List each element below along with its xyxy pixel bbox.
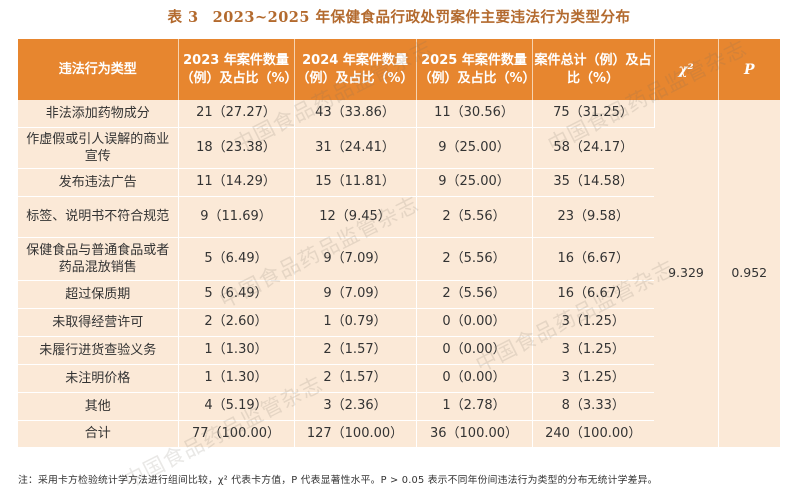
- count-2023-cell: 1（1.30）: [178, 364, 295, 393]
- count-2024-cell: 12（9.45）: [294, 196, 417, 238]
- p-value: 0.952: [718, 100, 780, 448]
- table-row: 未注明价格 1（1.30） 2（1.57） 0（0.00） 3（1.25）: [18, 364, 780, 393]
- chi-square-value: 9.329: [654, 100, 719, 448]
- count-2025-cell: 36（100.00）: [416, 420, 533, 448]
- count-2024-cell: 2（1.57）: [294, 336, 417, 365]
- count-2024-cell: 31（24.41）: [294, 127, 417, 169]
- count-2024-cell: 9（7.09）: [294, 280, 417, 309]
- count-2024-cell: 3（2.36）: [294, 392, 417, 421]
- count-2023-cell: 77（100.00）: [178, 420, 295, 448]
- table-row: 合计 77（100.00） 127（100.00） 36（100.00） 240…: [18, 420, 780, 448]
- count-2025-cell: 0（0.00）: [416, 308, 533, 337]
- count-2023-cell: 21（27.27）: [178, 100, 295, 128]
- header-row: 违法行为类型 2023 年案件数量（例）及占比（%） 2024 年案件数量（例）…: [18, 39, 780, 100]
- violation-type-cell: 未履行进货查验义务: [18, 336, 179, 365]
- violation-type-table: 违法行为类型 2023 年案件数量（例）及占比（%） 2024 年案件数量（例）…: [18, 39, 780, 448]
- count-total-cell: 75（31.25）: [532, 100, 655, 128]
- count-2023-cell: 9（11.69）: [178, 196, 295, 238]
- count-total-cell: 3（1.25）: [532, 364, 654, 393]
- violation-type-cell: 未注明价格: [18, 364, 179, 393]
- table-row: 非法添加药物成分 21（27.27） 43（33.86） 11（30.56） 7…: [18, 100, 780, 448]
- table-row: 发布违法广告 11（14.29） 15（11.81） 9（25.00） 35（1…: [18, 168, 780, 197]
- table-note: 注：采用卡方检验统计学方法进行组间比较，χ² 代表卡方值，P 代表显著性水平。P…: [18, 475, 658, 486]
- table-row: 作虚假或引人误解的商业宣传 18（23.38） 31（24.41） 9（25.0…: [18, 127, 780, 169]
- violation-type-cell: 发布违法广告: [18, 168, 179, 197]
- count-2023-cell: 5（6.49）: [178, 280, 295, 309]
- count-2025-cell: 9（25.00）: [416, 127, 533, 169]
- count-2023-cell: 2（2.60）: [178, 308, 295, 337]
- count-2025-cell: 2（5.56）: [416, 196, 533, 238]
- count-2025-cell: 1（2.78）: [416, 392, 533, 421]
- count-2023-cell: 5（6.49）: [178, 237, 295, 281]
- header-2024: 2024 年案件数量（例）及占比（%）: [294, 39, 417, 100]
- violation-type-cell: 作虚假或引人误解的商业宣传: [18, 127, 179, 169]
- violation-type-cell: 其他: [18, 392, 179, 421]
- count-total-cell: 3（1.25）: [532, 308, 654, 337]
- violation-type-cell: 保健食品与普通食品或者药品混放销售: [18, 237, 179, 281]
- table-title-text: 2023~2025 年保健食品行政处罚案件主要违法行为类型分布: [212, 9, 631, 26]
- count-2024-cell: 1（0.79）: [294, 308, 417, 337]
- count-total-cell: 3（1.25）: [532, 336, 654, 365]
- count-2025-cell: 0（0.00）: [416, 336, 533, 365]
- count-2024-cell: 2（1.57）: [294, 364, 417, 393]
- violation-type-cell: 非法添加药物成分: [18, 100, 179, 128]
- table-row: 标签、说明书不符合规范 9（11.69） 12（9.45） 2（5.56） 23…: [18, 196, 780, 238]
- count-2023-cell: 4（5.19）: [178, 392, 295, 421]
- count-total-cell: 8（3.33）: [532, 392, 654, 421]
- violation-type-cell: 未取得经营许可: [18, 308, 179, 337]
- table-row: 超过保质期 5（6.49） 9（7.09） 2（5.56） 16（6.67）: [18, 280, 780, 309]
- count-2024-cell: 15（11.81）: [294, 168, 417, 197]
- table-row: 保健食品与普通食品或者药品混放销售 5（6.49） 9（7.09） 2（5.56…: [18, 237, 780, 281]
- count-total-cell: 16（6.67）: [532, 280, 654, 309]
- count-2023-cell: 18（23.38）: [178, 127, 295, 169]
- table-number: 表 3: [167, 9, 199, 26]
- count-2023-cell: 11（14.29）: [178, 168, 295, 197]
- count-total-cell: 16（6.67）: [532, 237, 654, 281]
- count-2025-cell: 9（25.00）: [416, 168, 533, 197]
- count-2023-cell: 1（1.30）: [178, 336, 295, 365]
- count-total-cell: 240（100.00）: [532, 420, 654, 448]
- count-total-cell: 58（24.17）: [532, 127, 654, 169]
- table-row: 未履行进货查验义务 1（1.30） 2（1.57） 0（0.00） 3（1.25…: [18, 336, 780, 365]
- header-chi-square: χ²: [654, 39, 719, 100]
- count-2025-cell: 2（5.56）: [416, 237, 533, 281]
- table-row: 其他 4（5.19） 3（2.36） 1（2.78） 8（3.33）: [18, 392, 780, 421]
- count-2024-cell: 43（33.86）: [294, 100, 417, 128]
- count-2024-cell: 127（100.00）: [294, 420, 417, 448]
- violation-type-cell: 超过保质期: [18, 280, 179, 309]
- count-total-cell: 35（14.58）: [532, 168, 654, 197]
- violation-type-cell: 合计: [18, 420, 179, 448]
- header-p-value: P: [718, 39, 780, 100]
- count-2025-cell: 11（30.56）: [416, 100, 533, 128]
- header-2023: 2023 年案件数量（例）及占比（%）: [178, 39, 298, 100]
- count-2024-cell: 9（7.09）: [294, 237, 417, 281]
- count-2025-cell: 2（5.56）: [416, 280, 533, 309]
- count-total-cell: 23（9.58）: [532, 196, 654, 238]
- table-title: 表 3 2023~2025 年保健食品行政处罚案件主要违法行为类型分布: [0, 6, 798, 27]
- header-2025: 2025 年案件数量（例）及占比（%）: [416, 39, 536, 100]
- header-violation-type: 违法行为类型: [18, 39, 179, 100]
- table-row: 未取得经营许可 2（2.60） 1（0.79） 0（0.00） 3（1.25）: [18, 308, 780, 337]
- count-2025-cell: 0（0.00）: [416, 364, 533, 393]
- header-total: 案件总计（例）及占比（%）: [532, 39, 655, 100]
- violation-type-cell: 标签、说明书不符合规范: [18, 196, 179, 238]
